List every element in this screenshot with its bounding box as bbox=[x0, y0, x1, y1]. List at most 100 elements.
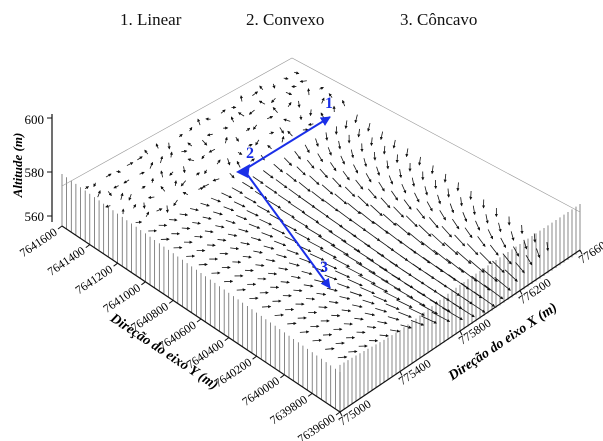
flow-vector bbox=[284, 78, 288, 79]
flow-vector bbox=[370, 205, 382, 216]
flow-vector bbox=[309, 124, 314, 125]
flow-vector bbox=[243, 256, 251, 257]
flow-vector bbox=[351, 150, 353, 158]
flow-vector bbox=[284, 119, 290, 121]
flow-vector bbox=[322, 185, 333, 194]
flow-vector bbox=[198, 119, 200, 125]
flow-vector bbox=[241, 96, 242, 102]
flow-vector bbox=[145, 150, 148, 154]
flow-vector bbox=[280, 209, 294, 217]
y-tick-label: 7639600 bbox=[295, 411, 338, 441]
flow-vector bbox=[429, 217, 438, 227]
flow-vector bbox=[461, 197, 462, 206]
flow-vector bbox=[230, 173, 234, 178]
flow-vector bbox=[312, 191, 324, 201]
flow-vector bbox=[85, 187, 88, 189]
flow-vector bbox=[404, 200, 411, 210]
profile-marker-2: 2 bbox=[246, 145, 254, 162]
flow-vector bbox=[377, 321, 387, 323]
flow-vector bbox=[308, 89, 309, 95]
flow-vector bbox=[499, 223, 501, 232]
flow-vector bbox=[160, 156, 162, 163]
flow-vector bbox=[180, 214, 188, 215]
z-axis: 600 580 560 Altitude (m) bbox=[10, 112, 52, 224]
flow-vector bbox=[412, 178, 414, 187]
flow-vector bbox=[389, 175, 392, 184]
flow-vector bbox=[322, 98, 324, 103]
flow-vector bbox=[294, 72, 299, 73]
flow-vector bbox=[381, 198, 390, 208]
flow-vector bbox=[269, 132, 273, 133]
flow-vector bbox=[218, 239, 226, 240]
flow-vector bbox=[179, 134, 182, 137]
flow-vector bbox=[213, 179, 219, 181]
flow-vector bbox=[446, 259, 463, 273]
flow-vector bbox=[340, 297, 350, 299]
flow-vector bbox=[354, 318, 363, 319]
flow-vector bbox=[314, 280, 324, 283]
flow-vector bbox=[324, 201, 338, 211]
flow-vector bbox=[375, 308, 386, 311]
flow-vector bbox=[175, 181, 176, 186]
flow-vector bbox=[205, 231, 213, 232]
flow-vector bbox=[313, 340, 322, 341]
flow-vector bbox=[289, 189, 301, 198]
flow-vector bbox=[330, 162, 336, 170]
flow-vector bbox=[256, 140, 259, 145]
y-tick bbox=[169, 300, 173, 303]
flow-vector bbox=[297, 167, 305, 175]
flow-vector bbox=[273, 108, 277, 113]
flow-vector bbox=[534, 234, 535, 243]
y-tick bbox=[308, 393, 312, 396]
flow-vector bbox=[238, 152, 242, 154]
z-tick-label: 560 bbox=[25, 209, 45, 224]
flow-vector bbox=[149, 197, 155, 198]
flow-vector bbox=[472, 276, 490, 290]
flow-vector bbox=[414, 193, 419, 202]
flow-vector bbox=[408, 232, 423, 245]
flow-vector bbox=[121, 193, 123, 200]
flow-vector bbox=[379, 182, 385, 191]
flow-vector bbox=[268, 273, 276, 274]
flow-vector bbox=[190, 209, 198, 211]
flow-vector bbox=[411, 249, 430, 263]
flow-vector bbox=[318, 236, 335, 246]
flow-vector bbox=[327, 288, 337, 291]
flow-vector bbox=[188, 159, 194, 161]
y-tick bbox=[253, 356, 257, 359]
flow-vector bbox=[371, 137, 372, 145]
flow-vector bbox=[170, 172, 173, 176]
flow-vector bbox=[394, 287, 413, 298]
flow-vector bbox=[266, 259, 275, 261]
flow-vector bbox=[359, 129, 360, 137]
flow-vector bbox=[253, 125, 256, 130]
flow-vector bbox=[432, 165, 433, 173]
flow-vector bbox=[490, 245, 498, 255]
flow-vector bbox=[356, 180, 363, 189]
flow-vector bbox=[364, 243, 384, 256]
flow-vector bbox=[358, 196, 369, 206]
flow-vector bbox=[181, 151, 186, 152]
flow-vector bbox=[291, 204, 305, 213]
flow-vector bbox=[350, 292, 362, 296]
flow-vector bbox=[329, 231, 346, 242]
flow-vector bbox=[205, 170, 207, 174]
flow-vector bbox=[338, 357, 347, 358]
flow-vector bbox=[373, 221, 389, 233]
flow-vector bbox=[314, 207, 329, 217]
flow-vector bbox=[232, 188, 243, 194]
flow-vector bbox=[320, 169, 328, 178]
flow-vector bbox=[335, 194, 347, 204]
y-tick bbox=[114, 263, 118, 266]
flow-vector bbox=[249, 298, 258, 299]
flow-vector bbox=[236, 137, 239, 141]
flow-vector bbox=[299, 101, 300, 107]
flow-vector bbox=[307, 160, 314, 168]
flow-vector bbox=[282, 137, 284, 143]
flow-vector bbox=[288, 103, 291, 107]
flow-vector bbox=[406, 216, 417, 227]
flow-vector bbox=[400, 169, 401, 177]
flow-vector bbox=[339, 141, 340, 149]
flow-vector bbox=[253, 177, 263, 184]
flow-vector bbox=[367, 258, 388, 271]
